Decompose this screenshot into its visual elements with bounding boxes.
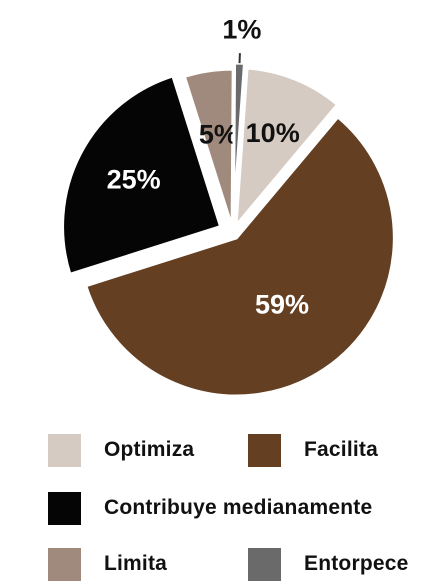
legend-swatch-optimiza	[48, 433, 81, 467]
slice-label-limita: 5%	[199, 120, 238, 150]
legend-item-limita: Limita	[48, 547, 167, 581]
pie-chart: 10% 59% 25% 5% 1%	[61, 14, 396, 398]
legend-item-contribuye-medianamente: Contribuye medianamente	[48, 491, 372, 525]
legend-label-limita: Limita	[104, 552, 168, 575]
pie-slice-optimiza	[234, 66, 340, 231]
legend-swatch-facilita	[248, 433, 281, 467]
slice-label-facilita: 59%	[255, 289, 309, 319]
legend-label-optimiza: Optimiza	[104, 438, 195, 461]
legend-label-entorpece: Entorpece	[304, 552, 409, 575]
legend-label-facilita: Facilita	[304, 438, 378, 461]
legend-swatch-contribuye-medianamente	[48, 491, 81, 525]
legend-item-facilita: Facilita	[248, 433, 378, 467]
legend-item-optimiza: Optimiza	[48, 433, 194, 467]
pie-slice-facilita	[83, 114, 396, 398]
legend-swatch-entorpece	[248, 547, 281, 581]
slice-label-contribuye-medianamente: 25%	[107, 165, 161, 195]
slice-label-optimiza: 10%	[246, 118, 300, 148]
legend-swatch-limita	[48, 547, 81, 581]
slice-label-entorpece: 1%	[222, 14, 261, 44]
pie-slice-contribuye-medianamente	[61, 74, 223, 277]
legend-label-contribuye-medianamente: Contribuye medianamente	[104, 496, 373, 519]
legend-item-entorpece: Entorpece	[248, 547, 409, 581]
